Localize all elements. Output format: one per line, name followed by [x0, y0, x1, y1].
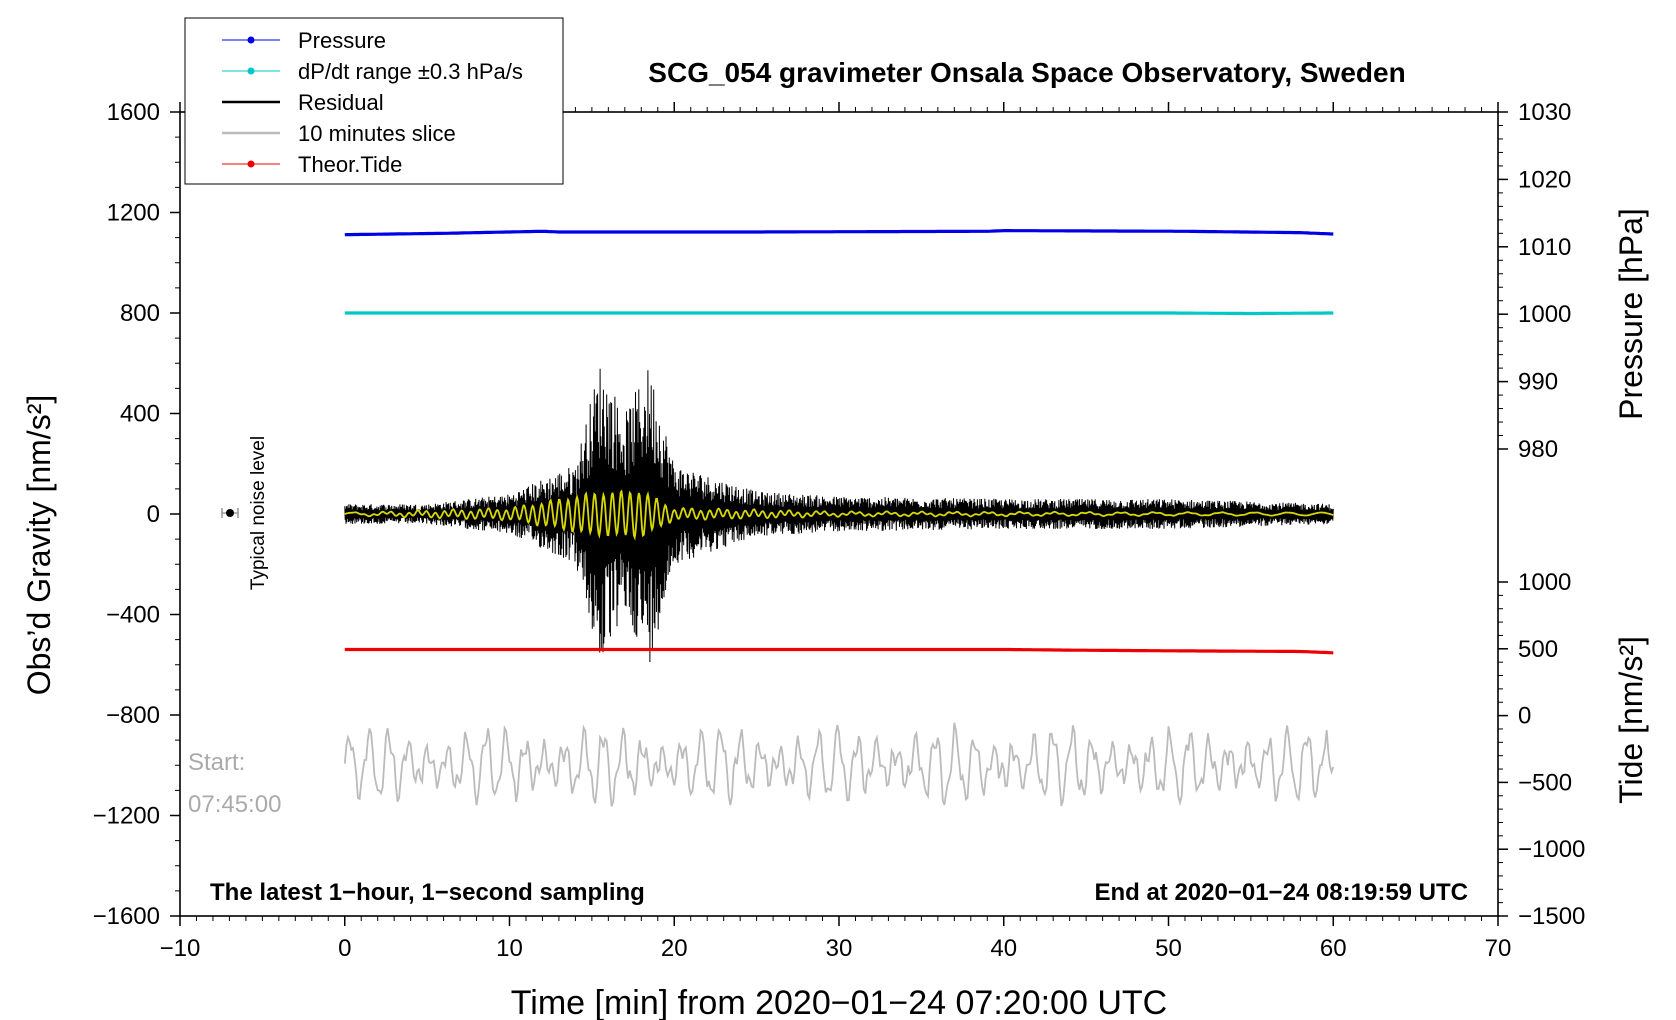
pressure-tick-label: 1020 — [1518, 166, 1571, 193]
x-tick-label: 50 — [1155, 935, 1182, 962]
y-tick-label: 400 — [120, 401, 160, 428]
x-tick-label: 0 — [338, 935, 351, 962]
legend-marker-theor-tide — [247, 160, 255, 168]
legend-label-theor-tide: Theor.Tide — [298, 152, 402, 177]
sampling-note: The latest 1−hour, 1−second sampling — [210, 879, 645, 906]
x-tick-label: −10 — [160, 935, 201, 962]
legend-label-10-minutes-slice: 10 minutes slice — [298, 121, 456, 146]
series-line-dp-dt-range-0-3-hpa-s — [344, 311, 1334, 316]
noise-level-marker — [221, 508, 239, 518]
y-tick-label: 0 — [147, 501, 160, 528]
chart-title: SCG_054 gravimeter Onsala Space Observat… — [648, 57, 1405, 88]
tide-tick-label: 500 — [1518, 636, 1558, 663]
series-line-10-minutes-slice — [343, 722, 1335, 807]
x-tick-label: 60 — [1320, 935, 1347, 962]
pressure-tick-label: 1030 — [1518, 99, 1571, 126]
end-time-note: End at 2020−01−24 08:19:59 UTC — [1094, 879, 1468, 906]
legend-label-residual: Residual — [298, 90, 384, 115]
start-label: Start: — [188, 749, 245, 776]
y-tick-label: −1600 — [93, 903, 160, 930]
series-line-pressure — [344, 229, 1334, 237]
y-tick-label: 800 — [120, 300, 160, 327]
pressure-tick-label: 1000 — [1518, 301, 1571, 328]
series-line-theor-tide — [344, 647, 1334, 655]
y-tick-label: −800 — [106, 702, 160, 729]
x-tick-label: 10 — [496, 935, 523, 962]
tide-tick-label: 0 — [1518, 703, 1531, 730]
pressure-tick-label: 1010 — [1518, 234, 1571, 261]
series-line-residual — [344, 368, 1334, 663]
noise-level-label: Typical noise level — [248, 436, 269, 590]
y-tick-label: 1200 — [107, 200, 160, 227]
y-axis-label-tide: Tide [nm/s²] — [1613, 636, 1649, 804]
tide-tick-label: 1000 — [1518, 569, 1571, 596]
start-time-label: 07:45:00 — [188, 791, 281, 818]
x-tick-label: 40 — [990, 935, 1017, 962]
legend: Pressure dP/dt range ±0.3 hPa/s Residual 10… — [184, 17, 564, 185]
tide-tick-label: −1000 — [1518, 836, 1585, 863]
legend-label-dp-dt-range-0-3-hpa-s: dP/dt range ±0.3 hPa/s — [298, 59, 523, 84]
tide-tick-label: −1500 — [1518, 903, 1585, 930]
legend-marker-pressure — [247, 36, 255, 44]
x-tick-label: 20 — [661, 935, 688, 962]
y-axis-label-pressure: Pressure [hPa] — [1613, 208, 1649, 420]
tide-tick-label: −500 — [1518, 769, 1572, 796]
y-axis-label-gravity: Obs’d Gravity [nm/s²] — [21, 395, 57, 696]
pressure-tick-label: 990 — [1518, 369, 1558, 396]
y-tick-label: 1600 — [107, 99, 160, 126]
y-tick-label: −400 — [106, 602, 160, 629]
x-tick-label: 70 — [1485, 935, 1512, 962]
series-line-residual-smoothed — [344, 489, 1334, 541]
x-axis-label: Time [min] from 2020−01−24 07:20:00 UTC — [511, 984, 1167, 1020]
y-tick-label: −1200 — [93, 803, 160, 830]
x-tick-label: 30 — [826, 935, 853, 962]
pressure-tick-label: 980 — [1518, 436, 1558, 463]
legend-label-pressure: Pressure — [298, 28, 386, 53]
legend-marker-dp-dt-range-0-3-hpa-s — [247, 67, 255, 75]
